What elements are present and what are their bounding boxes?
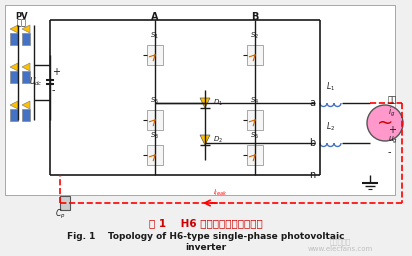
Text: $L_1$: $L_1$ bbox=[326, 80, 335, 93]
Bar bbox=[22, 71, 30, 83]
Bar bbox=[147, 110, 163, 130]
Text: 电子发烧友
www.elecfans.com: 电子发烧友 www.elecfans.com bbox=[307, 238, 372, 252]
Bar bbox=[247, 145, 263, 165]
Text: $i_g$: $i_g$ bbox=[388, 105, 396, 119]
Polygon shape bbox=[22, 63, 30, 71]
Text: +: + bbox=[388, 125, 396, 135]
Bar bbox=[247, 45, 263, 65]
Text: $S_6$: $S_6$ bbox=[250, 131, 260, 141]
Bar bbox=[10, 71, 18, 83]
Text: ~: ~ bbox=[377, 113, 393, 133]
Text: $S_3$: $S_3$ bbox=[150, 131, 159, 141]
Text: $S_1$: $S_1$ bbox=[150, 31, 159, 41]
Text: b: b bbox=[309, 138, 315, 148]
Text: A: A bbox=[151, 12, 159, 22]
Bar bbox=[10, 109, 18, 121]
Polygon shape bbox=[22, 25, 30, 33]
Bar bbox=[5, 5, 395, 195]
Text: +: + bbox=[52, 67, 60, 77]
Bar bbox=[22, 33, 30, 45]
Circle shape bbox=[367, 105, 403, 141]
Text: $L_2$: $L_2$ bbox=[326, 121, 335, 133]
Bar bbox=[10, 33, 18, 45]
Polygon shape bbox=[10, 101, 18, 109]
Text: $S_5$: $S_5$ bbox=[150, 96, 159, 106]
Text: Fig. 1    Topology of H6-type single-phase photovoltaic: Fig. 1 Topology of H6-type single-phase … bbox=[67, 232, 345, 241]
Polygon shape bbox=[200, 98, 210, 108]
Text: inverter: inverter bbox=[185, 243, 227, 252]
Polygon shape bbox=[10, 63, 18, 71]
Text: $i_{leak}$: $i_{leak}$ bbox=[213, 188, 227, 198]
Text: B: B bbox=[251, 12, 259, 22]
Text: a: a bbox=[309, 98, 315, 108]
Polygon shape bbox=[22, 101, 30, 109]
Bar bbox=[247, 110, 263, 130]
Text: $C_p$: $C_p$ bbox=[55, 208, 66, 221]
Bar bbox=[60, 196, 70, 210]
Bar bbox=[147, 45, 163, 65]
Text: -: - bbox=[388, 147, 391, 157]
Text: 图 1    H6 桥单相光伏逆变器拓扑: 图 1 H6 桥单相光伏逆变器拓扑 bbox=[149, 218, 263, 228]
Bar bbox=[147, 145, 163, 165]
Text: 阵列: 阵列 bbox=[17, 18, 27, 27]
Text: $S_4$: $S_4$ bbox=[250, 96, 260, 106]
Text: -: - bbox=[52, 85, 56, 95]
Text: $U_{dc}$: $U_{dc}$ bbox=[29, 76, 43, 88]
Bar bbox=[22, 109, 30, 121]
Polygon shape bbox=[10, 25, 18, 33]
Text: $D_1$: $D_1$ bbox=[213, 98, 223, 108]
Text: $S_2$: $S_2$ bbox=[250, 31, 260, 41]
Text: PV: PV bbox=[16, 12, 28, 21]
Polygon shape bbox=[200, 135, 210, 145]
Text: n: n bbox=[309, 170, 315, 180]
Text: 电网: 电网 bbox=[388, 95, 397, 104]
Text: $u_g$: $u_g$ bbox=[388, 134, 398, 146]
Text: $D_2$: $D_2$ bbox=[213, 135, 223, 145]
